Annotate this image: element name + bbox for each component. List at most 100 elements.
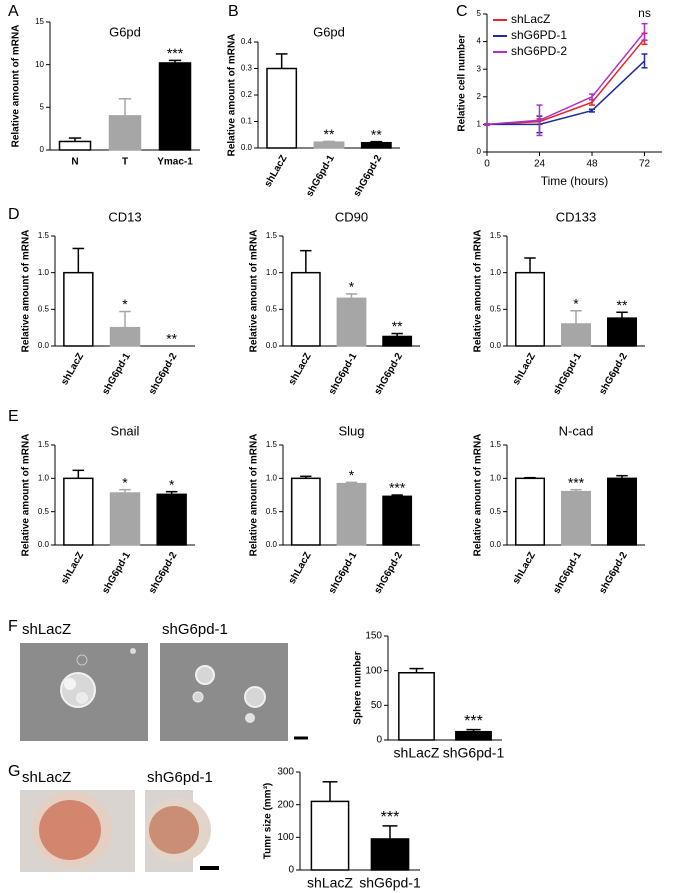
x-tick-label: shG6pd-2 [147, 351, 180, 397]
bar [109, 492, 141, 546]
significance: ** [617, 297, 628, 313]
bar [290, 271, 321, 347]
x-tick-label: 0 [484, 159, 490, 170]
image-label: shLacZ [22, 621, 71, 638]
bar [398, 671, 435, 741]
bar [560, 490, 592, 546]
image-label: shG6pd-1 [162, 621, 228, 638]
micrograph [160, 643, 288, 741]
chart-title: G6pd [313, 24, 345, 39]
panel-label: G [8, 763, 20, 780]
y-tick-label: 0.5 [38, 507, 50, 516]
cell [245, 713, 255, 723]
bar [514, 477, 546, 546]
x-tick-label: shG6pd-1 [304, 153, 337, 199]
y-tick-label: 0.0 [266, 540, 278, 549]
x-tick-label: shG6pd-2 [352, 153, 385, 199]
x-tick-label: shG6pd-1 [327, 351, 360, 397]
x-tick-label: Ymac-1 [157, 157, 193, 168]
x-tick-label: shLacZ [287, 550, 314, 586]
y-tick-label: 0.4 [241, 37, 253, 46]
x-tick-label: shG6pd-1 [100, 351, 133, 397]
tumor [149, 806, 199, 854]
series-line [486, 31, 646, 126]
y-tick-label: 1.5 [490, 231, 502, 240]
y-axis-label: Tumr size (mm³) [263, 783, 274, 860]
y-tick-label: 1.0 [266, 268, 278, 277]
tumor [39, 800, 101, 860]
y-tick-label: 1.5 [38, 231, 50, 240]
bar [560, 323, 592, 347]
y-tick-label: 0.0 [490, 540, 502, 549]
bar [108, 115, 142, 151]
y-tick-label: 150 [365, 631, 382, 642]
x-tick-label: shG6pd-2 [372, 351, 405, 397]
x-tick-label: 72 [639, 159, 651, 170]
y-tick-label: 0 [40, 145, 45, 154]
y-tick-label: 0.0 [490, 341, 502, 350]
y-tick-label: 0.5 [490, 304, 502, 313]
y-axis-label: Sphere number [353, 651, 364, 724]
x-tick-label: shLacZ [394, 745, 440, 761]
x-tick-label: shG6pd-2 [597, 550, 630, 596]
y-tick-label: 0.5 [38, 304, 50, 313]
panel-label: F [8, 618, 18, 635]
significance: * [122, 296, 128, 312]
x-tick-label: shG6pd-1 [551, 550, 584, 596]
image-label: shG6pd-1 [147, 769, 213, 786]
bar [455, 730, 492, 741]
y-tick-label: 0.5 [266, 507, 278, 516]
y-tick-label: 10 [35, 60, 44, 69]
x-tick-label: shLacZ [511, 351, 538, 387]
y-tick-label: 1.0 [38, 473, 50, 482]
legend-label: shLacZ [511, 12, 550, 26]
x-tick-label: shG6pd-1 [327, 550, 360, 596]
y-tick-label: 1.0 [266, 473, 278, 482]
chart-title: CD133 [556, 209, 596, 224]
y-axis-label: Relative amount of mRNA [473, 434, 484, 557]
bar [266, 67, 298, 149]
chart-title: G6pd [109, 24, 141, 39]
x-tick-label: shLacZ [307, 875, 353, 891]
y-tick-label: 5 [40, 102, 45, 111]
y-tick-label: 0.5 [490, 507, 502, 516]
y-tick-label: 1 [477, 120, 482, 129]
x-tick-label: shG6pd-2 [597, 351, 630, 397]
annotation: ns [638, 6, 651, 20]
chart-title: N-cad [559, 423, 594, 438]
y-tick-label: 0.0 [38, 341, 50, 350]
y-axis-label: Relative amount of mRNA [11, 25, 22, 148]
y-tick-label: 50 [371, 700, 383, 711]
panel-label: B [228, 3, 239, 20]
y-tick-label: 200 [277, 799, 294, 810]
x-tick-label: shLacZ [287, 351, 314, 387]
bar [514, 271, 546, 347]
bar [360, 141, 392, 149]
y-tick-label: 0.3 [241, 64, 253, 73]
bar [310, 800, 350, 871]
y-tick-label: 0.5 [266, 304, 278, 313]
x-tick-label: shG6pd-1 [551, 351, 584, 397]
bar [290, 477, 321, 546]
y-tick-label: 1.5 [38, 440, 50, 449]
bar [382, 495, 413, 546]
bar [109, 326, 141, 347]
y-tick-label: 0.0 [38, 540, 50, 549]
y-tick-label: 1.0 [490, 473, 502, 482]
sphere [192, 691, 204, 703]
bar [158, 62, 192, 151]
y-tick-label: 1.5 [266, 440, 278, 449]
x-tick-label: N [71, 157, 78, 168]
y-axis-label: Relative amount of mRNA [21, 230, 32, 353]
chart-title: CD90 [335, 209, 368, 224]
y-tick-label: 0.0 [266, 341, 278, 350]
y-axis-label: Relative amount of mRNA [21, 434, 32, 557]
y-tick-label: 300 [277, 767, 294, 778]
y-axis-label: Relative cell number [457, 34, 468, 131]
y-axis-label: Relative amount of mRNA [249, 434, 260, 557]
y-tick-label: 0 [477, 147, 482, 156]
x-tick-label: T [122, 157, 128, 168]
cell [76, 654, 88, 666]
x-tick-label: 48 [586, 159, 598, 170]
